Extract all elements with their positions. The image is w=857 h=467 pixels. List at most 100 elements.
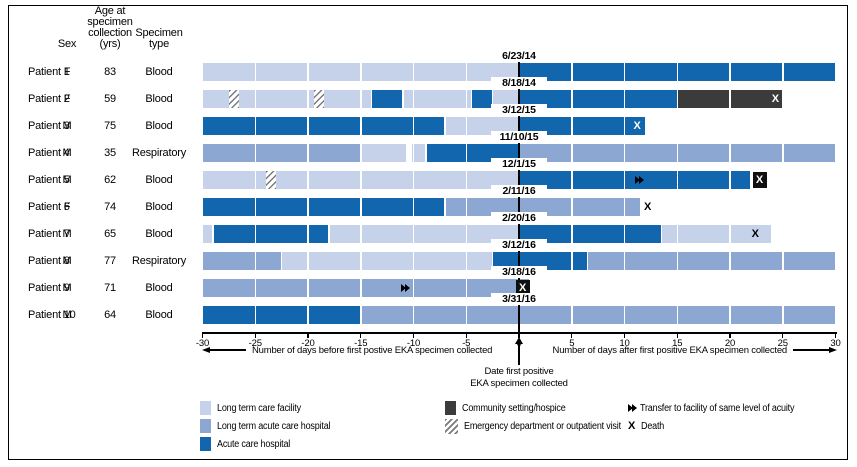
grid-gap [412, 171, 415, 189]
patient-sex: M [62, 174, 72, 186]
patient-sex: M [62, 309, 72, 321]
patient-age: 71 [104, 282, 116, 294]
legend-item-hospice: Community setting/hospice [445, 400, 577, 416]
patient-sex: M [62, 282, 72, 294]
patient-label: Patient 5 [28, 174, 70, 186]
timeline-bar-patient-6: X [0, 198, 857, 216]
grid-gap [729, 279, 731, 297]
axis-tick [360, 334, 362, 338]
timeline-bar-patient-1 [0, 63, 857, 81]
axis-tick [412, 334, 415, 338]
patient-specimen-type: Blood [145, 201, 173, 213]
segment-ach [213, 225, 329, 243]
grid-gap [360, 144, 362, 162]
axis-tick-label: 15 [672, 338, 683, 349]
date-label: 3/12/16 [491, 239, 547, 251]
patient-specimen-type: Respiratory [131, 255, 187, 267]
grid-gap [729, 171, 731, 189]
segment-ach [426, 144, 519, 162]
segment-ach [203, 198, 445, 216]
grid-gap [465, 63, 467, 81]
patient-label: Patient 7 [28, 228, 70, 240]
segment-ltach [203, 279, 529, 297]
emergency-visit-mark [313, 90, 324, 108]
transfer-arrow-icon [401, 284, 410, 292]
left-arrowhead-icon [202, 347, 210, 353]
death-x-icon: X [519, 282, 527, 294]
grid-gap [676, 117, 678, 135]
segment-ltach [203, 252, 281, 270]
segment-ltcf [445, 117, 519, 135]
grid-gap [782, 63, 784, 81]
death-x-icon: X [751, 228, 759, 240]
arrowhead [401, 284, 407, 292]
segment-ltach [361, 306, 835, 324]
patient-specimen-type: Blood [145, 174, 173, 186]
grid-gap [676, 225, 678, 243]
grid-gap [360, 117, 362, 135]
axis-tick-label: 10 [619, 338, 630, 349]
grid-gap [254, 198, 256, 216]
timeline-bar-patient-3: X [0, 117, 857, 135]
up-arrowhead-icon [514, 337, 523, 344]
axis-tick [676, 334, 678, 338]
timeline-bar-patient-5: X [0, 171, 857, 189]
grid-gap [465, 225, 467, 243]
patient-age: 77 [104, 255, 116, 267]
segment-ltcf [329, 225, 519, 243]
grid-gap [782, 90, 784, 108]
axis-tick-label: -20 [301, 338, 315, 349]
grid-gap [676, 198, 678, 216]
axis-tick [465, 334, 467, 338]
grid-gap [623, 198, 626, 216]
patient-label: Patient 1 [28, 66, 70, 78]
grid-gap [307, 171, 309, 189]
arrowhead [631, 404, 637, 412]
legend-label: Long term acute care hospital [217, 420, 331, 432]
grid-gap [729, 144, 731, 162]
transfer-arrow-icon [635, 176, 644, 184]
grid-gap [412, 198, 415, 216]
axis-tick [307, 334, 309, 338]
column-header-age: Age at specimen collection (yrs) [87, 5, 133, 50]
grid-gap [360, 225, 362, 243]
day-zero-caption: Date first positive EKA specimen collect… [470, 366, 568, 389]
grid-gap [254, 117, 256, 135]
grid-gap [307, 117, 309, 135]
segment-ach [519, 171, 751, 189]
patient-age: 64 [104, 309, 116, 321]
grid-gap [412, 90, 415, 108]
ed-swatch [445, 418, 458, 434]
patient-sex: M [62, 147, 72, 159]
grid-gap [571, 306, 573, 324]
legend-label: Acute care hospital [217, 438, 291, 450]
segment-ltcf [203, 90, 371, 108]
legend-label: Transfer to facility of same level of ac… [640, 402, 795, 414]
patient-sex: M [62, 120, 72, 132]
column-header-specimen-type: Specimen type [135, 27, 183, 50]
grid-gap [571, 198, 573, 216]
grid-gap [254, 63, 256, 81]
grid-gap [676, 279, 678, 297]
patient-specimen-type: Blood [145, 66, 173, 78]
grid-gap [307, 225, 309, 243]
date-label: 2/20/16 [491, 212, 547, 224]
ach-swatch [200, 437, 211, 451]
axis-tick [729, 334, 731, 338]
arrowhead [628, 404, 633, 412]
emergency-visit-mark [229, 90, 240, 108]
grid-gap [676, 90, 678, 108]
death-x-icon: X [755, 174, 764, 186]
segment-ltcf [361, 144, 407, 162]
segment-ach [372, 90, 403, 108]
grid-gap [571, 225, 573, 243]
grid-gap [571, 63, 573, 81]
patient-label: Patient 6 [28, 201, 70, 213]
grid-gap [307, 306, 309, 324]
legend-item-ltcf: Long term care facility [200, 400, 310, 416]
grid-gap [412, 252, 415, 270]
segment-ach [519, 225, 661, 243]
grid-gap [729, 117, 731, 135]
grid-gap [307, 144, 309, 162]
grid-gap [782, 279, 784, 297]
